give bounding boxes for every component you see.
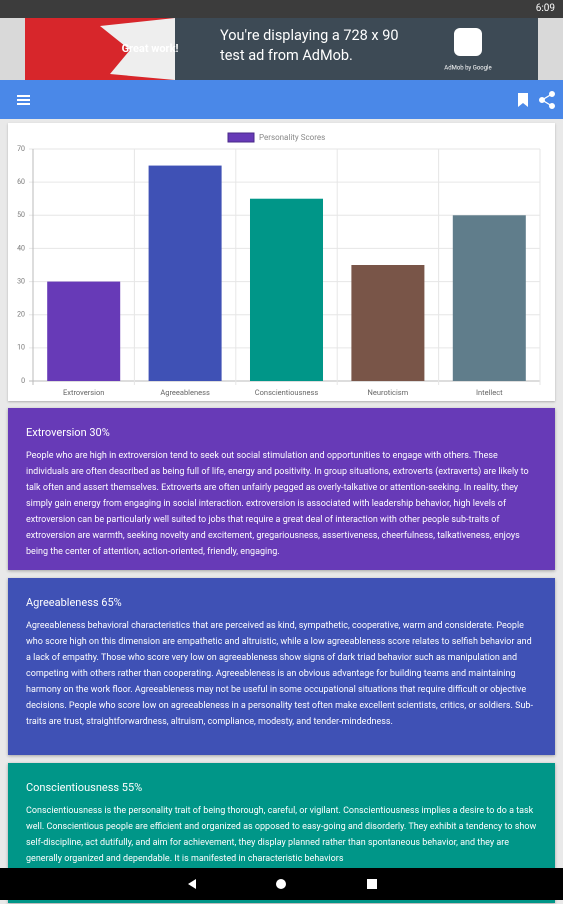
trait-card: Agreeableness 65% Agreeableness behaviora… — [8, 578, 555, 755]
y-tick-label: 70 — [17, 145, 25, 153]
back-button[interactable] — [188, 879, 196, 889]
ad-star — [100, 18, 175, 80]
ad-badge: Great work! — [122, 42, 179, 55]
menu-button[interactable] — [17, 95, 30, 105]
x-tick-label: Intellect — [476, 388, 503, 397]
recents-button[interactable] — [367, 879, 377, 889]
bar — [452, 215, 526, 381]
status-bar: 6:09 — [0, 0, 563, 18]
ad-logo — [454, 28, 482, 56]
bookmark-button[interactable] — [518, 93, 528, 107]
home-button[interactable] — [276, 879, 286, 889]
bar — [249, 198, 324, 381]
card-body: Conscientiousness is the personality tra… — [26, 806, 537, 864]
ad-text: You're displaying a 728 x 90 test ad fro… — [220, 27, 399, 64]
card-title: Conscientiousness 55% — [26, 781, 143, 794]
legend-label: Personality Scores — [259, 133, 325, 142]
toolbar — [0, 80, 563, 119]
card-body: People who are high in extroversion tend… — [26, 451, 529, 557]
chart: Personality Scores 0 10 20 30 40 50 60 70 Extrove… — [17, 132, 541, 397]
x-tick-label: Conscientiousness — [255, 388, 319, 397]
y-tick-label: 40 — [17, 244, 25, 252]
toolbar-icons — [17, 91, 555, 109]
y-tick-label: 10 — [17, 344, 25, 352]
y-tick-label: 0 — [21, 377, 25, 385]
trait-card: Extroversion 30% People who are high in e… — [8, 408, 555, 570]
ad-banner[interactable]: Great work! You're displaying a 728 x 90… — [0, 18, 563, 80]
y-tick-label: 20 — [17, 311, 25, 319]
y-tick-label: 50 — [17, 211, 25, 219]
share-button[interactable] — [539, 91, 555, 109]
x-tick-label: Agreeableness — [160, 388, 210, 397]
chart-card: Personality Scores 0 10 20 30 40 50 60 70 Extrove… — [8, 123, 555, 401]
bar — [351, 265, 425, 381]
bar — [47, 281, 121, 381]
x-tick-label: Neuroticism — [368, 388, 409, 397]
x-tick-label: Extroversion — [63, 388, 104, 397]
legend-swatch — [227, 132, 255, 143]
card-title: Agreeableness 65% — [26, 596, 122, 609]
clock: 6:09 — [535, 3, 555, 14]
ad-graphic: Great work! You're displaying a 728 x 90… — [25, 18, 538, 80]
y-tick-label: 30 — [17, 277, 25, 285]
y-tick-label: 60 — [17, 178, 25, 186]
nav-bar — [0, 868, 563, 900]
card-title: Extroversion 30% — [26, 426, 110, 439]
ad-brand: AdMob by Google — [444, 65, 491, 72]
bar — [148, 165, 222, 381]
nav-icons — [188, 879, 377, 889]
card-body: Agreeableness behavioral characteristics… — [26, 621, 533, 727]
